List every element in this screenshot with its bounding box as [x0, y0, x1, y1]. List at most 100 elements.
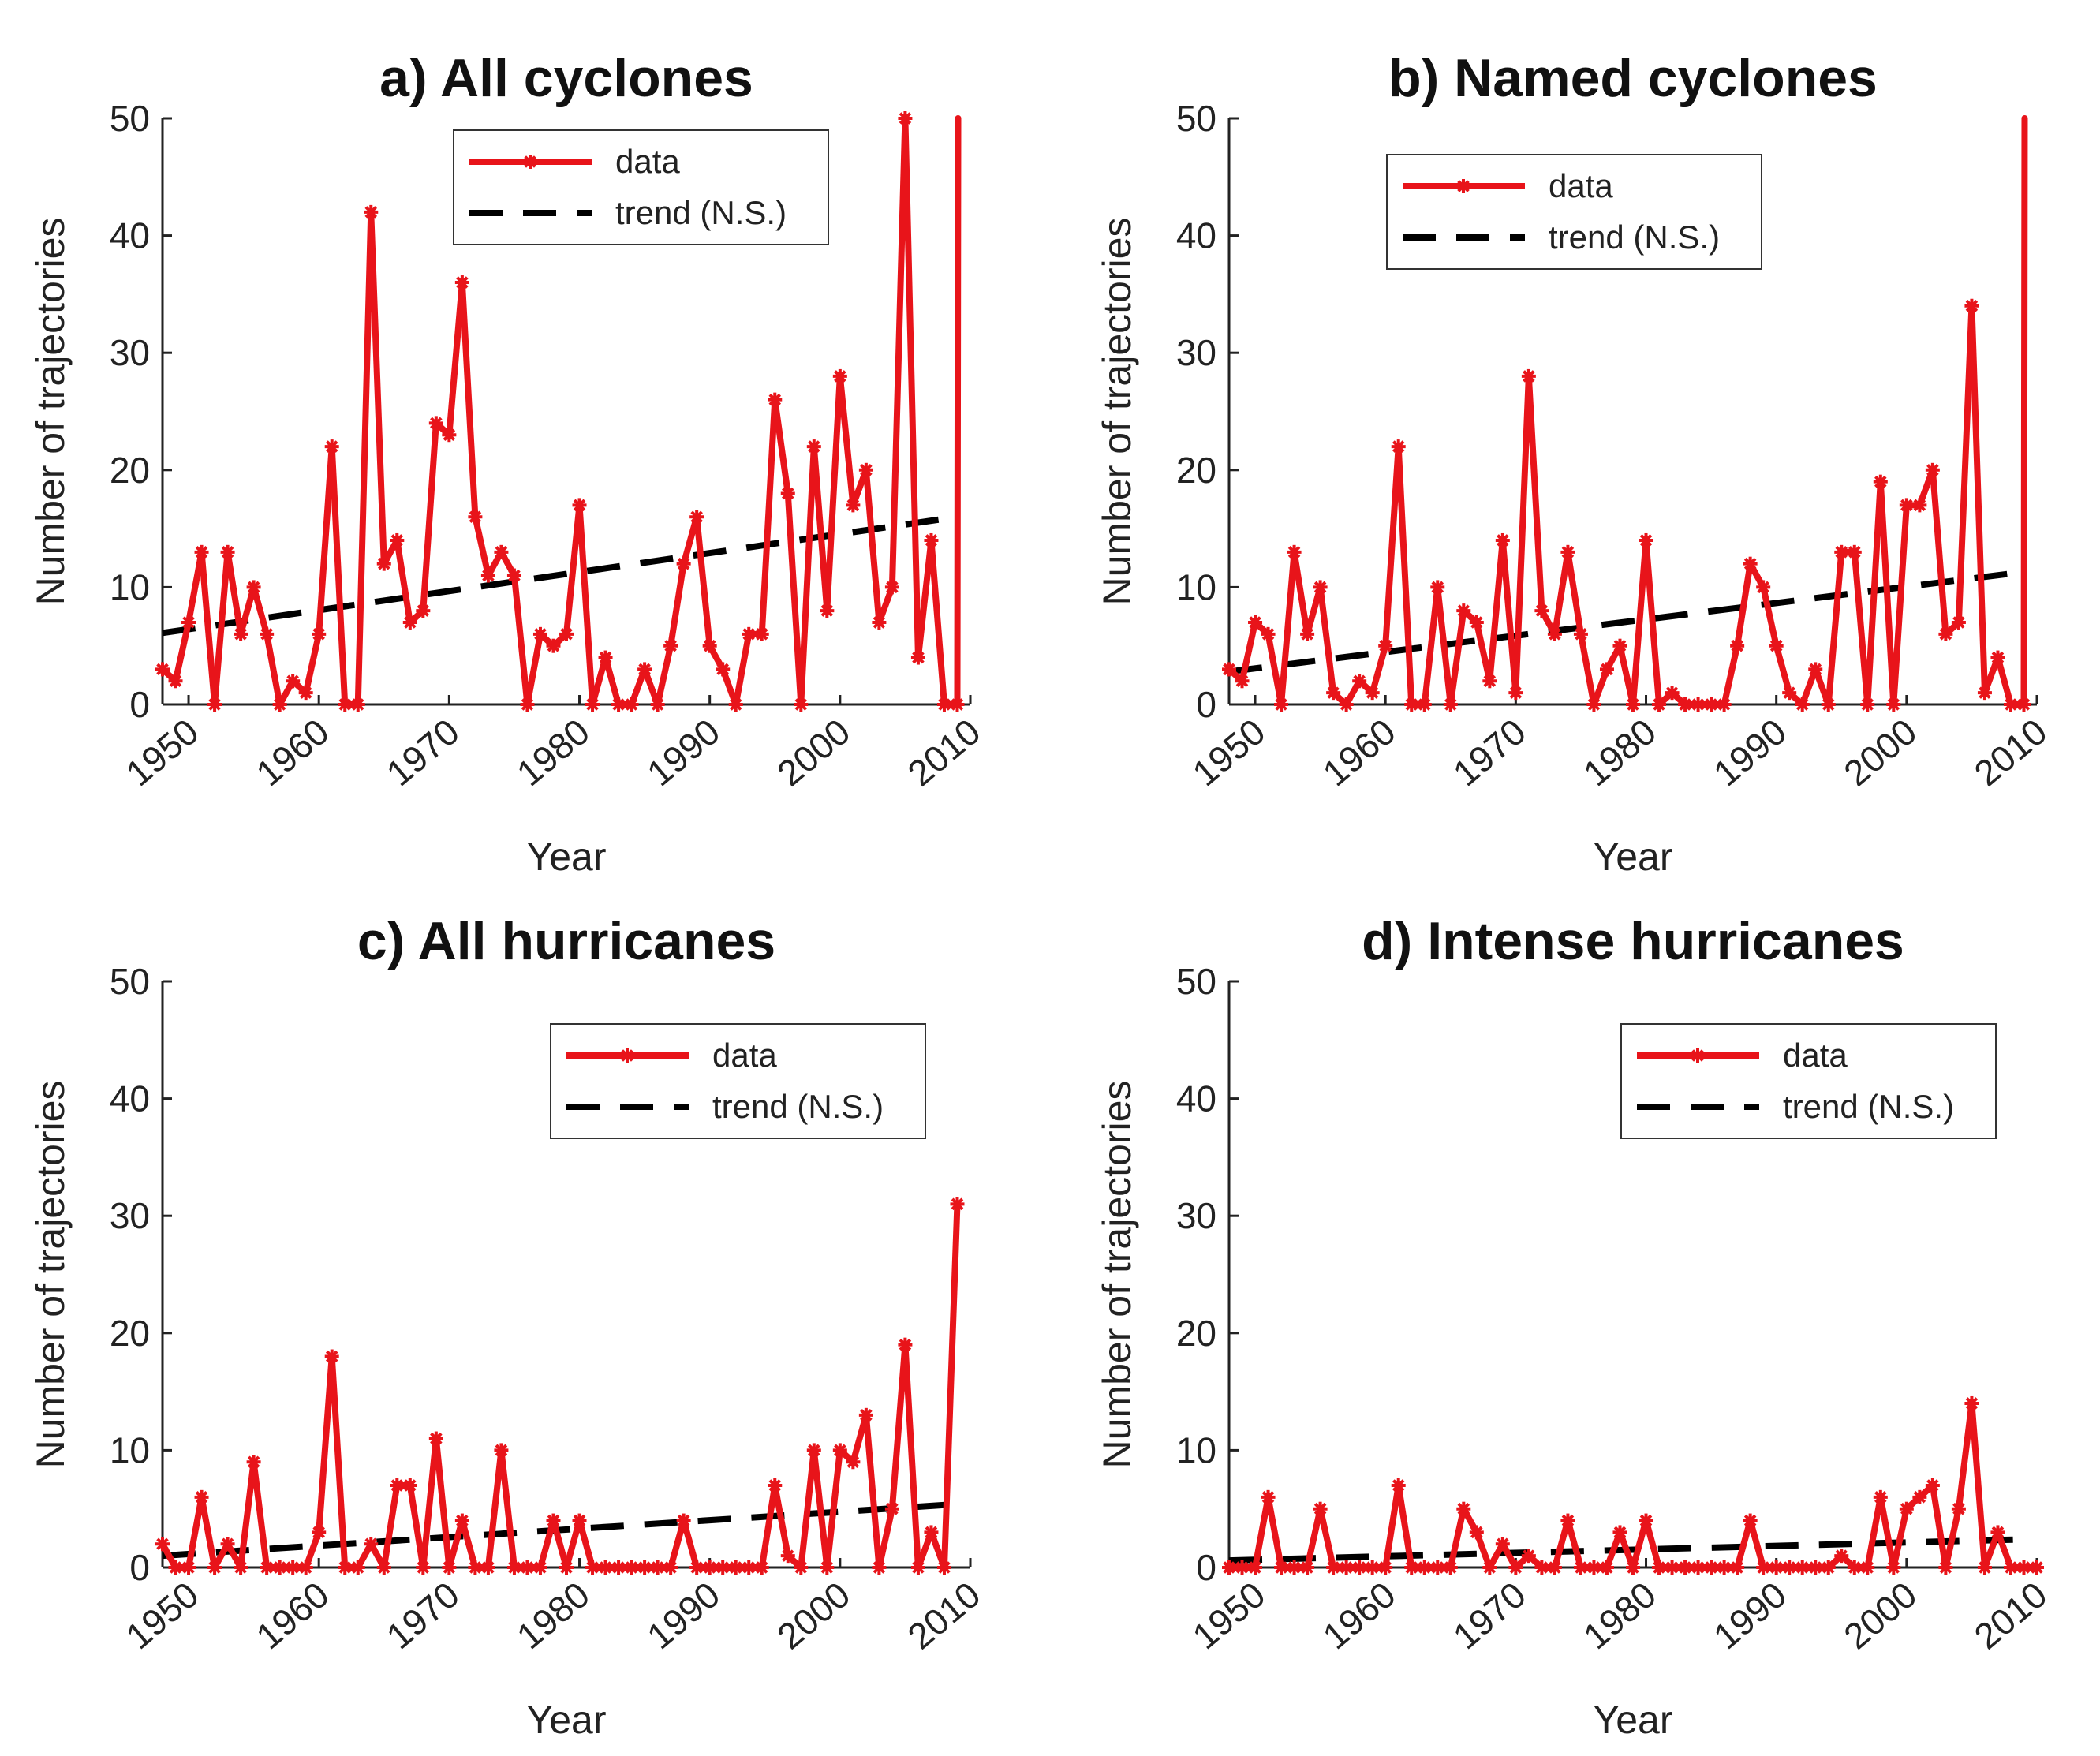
y-tick-label: 0: [129, 1547, 150, 1588]
data-point: [728, 697, 743, 712]
data-point: [546, 638, 561, 653]
x-tick-label: 2000: [769, 711, 858, 794]
legend-trend-label: trend (N.S.): [615, 194, 787, 231]
data-point: [1274, 1560, 1289, 1575]
data-point: [1990, 1525, 2005, 1540]
data-point: [1222, 1560, 1236, 1575]
data-point: [1339, 697, 1354, 712]
data-point: [260, 626, 275, 641]
data-point: [637, 1560, 652, 1575]
legend-data-marker: [620, 1048, 634, 1063]
data-point: [234, 626, 248, 641]
data-point: [1560, 1513, 1575, 1528]
data-point: [1899, 498, 1914, 513]
data-point: [663, 638, 678, 653]
legend-data-marker: [1456, 179, 1470, 193]
data-point: [1756, 1560, 1771, 1575]
data-point: [1573, 626, 1588, 641]
x-axis-label: Year: [526, 1698, 606, 1742]
data-point: [1274, 697, 1289, 712]
y-axis-label: Number of trajectories: [28, 1081, 73, 1469]
data-point: [1639, 1513, 1653, 1528]
data-point: [1860, 1560, 1875, 1575]
data-point: [1756, 580, 1771, 595]
data-point: [1873, 474, 1888, 489]
y-tick-label: 20: [110, 450, 150, 491]
data-point: [468, 510, 483, 525]
data-point: [598, 1560, 613, 1575]
data-point: [1717, 1560, 1732, 1575]
data-point: [1222, 662, 1236, 677]
data-point: [1508, 686, 1523, 701]
trend-line: [162, 514, 958, 637]
y-tick-label: 30: [110, 332, 150, 373]
data-point: [1456, 1501, 1471, 1516]
data-point: [454, 1513, 469, 1528]
data-point: [676, 1513, 691, 1528]
data-point: [1235, 674, 1250, 689]
data-point: [794, 697, 809, 712]
x-tick-label: 1960: [248, 1574, 337, 1657]
data-point: [924, 532, 939, 547]
y-axis-label: Number of trajectories: [28, 218, 73, 606]
x-tick-label: 1980: [509, 1574, 597, 1657]
data-point: [207, 1560, 222, 1575]
data-point: [910, 650, 925, 665]
y-tick-label: 20: [1176, 450, 1216, 491]
data-point: [898, 1337, 913, 1352]
data-point: [1248, 615, 1263, 630]
data-point: [181, 1560, 196, 1575]
legend: data trend (N.S.): [453, 129, 829, 245]
data-point: [780, 486, 795, 501]
x-tick-label: 2000: [1836, 711, 1924, 794]
data-point: [950, 697, 965, 712]
data-point: [1925, 462, 1940, 477]
data-point: [1313, 1501, 1328, 1516]
data-point: [689, 1560, 704, 1575]
data-point: [1404, 1560, 1419, 1575]
data-point: [2030, 1560, 2044, 1575]
data-point: [1287, 544, 1302, 559]
x-tick-label: 1990: [639, 711, 727, 794]
data-point: [1925, 1478, 1940, 1493]
data-point: [702, 1560, 717, 1575]
data-point: [246, 1455, 261, 1470]
x-tick-label: 1970: [1445, 1574, 1534, 1657]
data-point: [1443, 697, 1458, 712]
data-point: [1287, 1560, 1302, 1575]
data-point: [1521, 368, 1536, 383]
data-point: [1404, 697, 1419, 712]
data-point: [1586, 697, 1601, 712]
legend: data trend (N.S.): [550, 1023, 926, 1139]
x-tick-label: 1970: [379, 711, 467, 794]
data-point: [286, 1560, 301, 1575]
y-tick-label: 10: [110, 1429, 150, 1470]
data-point: [1743, 1513, 1758, 1528]
data-point: [402, 615, 417, 630]
x-tick-label: 1990: [1706, 1574, 1794, 1657]
data-point: [1730, 638, 1745, 653]
data-point: [494, 1443, 509, 1458]
x-tick-label: 1960: [1315, 711, 1403, 794]
data-point: [780, 1549, 795, 1564]
x-tick-label: 2010: [1967, 711, 2055, 794]
data-point: [806, 1443, 821, 1458]
data-point: [1248, 1560, 1263, 1575]
data-point: [728, 1560, 743, 1575]
data-point: [1495, 1537, 1510, 1552]
x-tick-label: 1990: [639, 1574, 727, 1657]
data-point: [1704, 697, 1719, 712]
data-line: [1226, 1399, 2040, 1571]
data-point: [1808, 1560, 1823, 1575]
data-point: [1326, 1560, 1341, 1575]
data-point: [794, 1560, 809, 1575]
data-point: [1469, 1525, 1484, 1540]
data-point: [1482, 674, 1497, 689]
data-point: [1730, 1560, 1745, 1575]
y-tick-label: 0: [129, 684, 150, 725]
data-point: [442, 1560, 457, 1575]
data-point: [1352, 1560, 1367, 1575]
data-point: [442, 428, 457, 443]
x-axis-label: Year: [1593, 835, 1672, 879]
